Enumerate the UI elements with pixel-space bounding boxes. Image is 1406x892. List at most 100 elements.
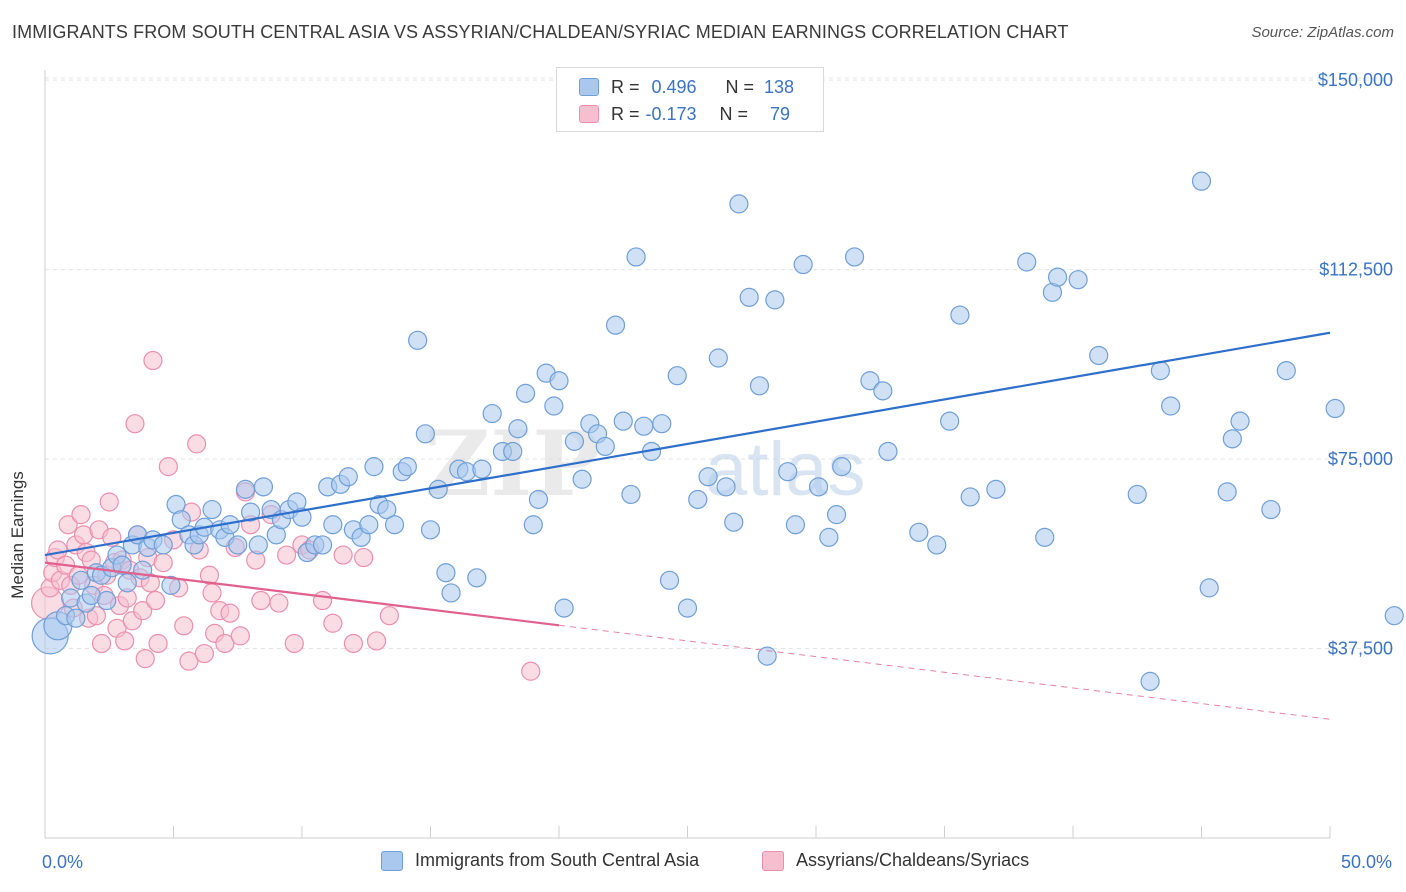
data-point-immigrants: [66, 608, 86, 628]
data-point-assyrians: [202, 583, 222, 603]
data-point-assyrians: [230, 626, 250, 646]
data-point-immigrants: [528, 489, 549, 510]
legend-n-value: 138: [764, 76, 795, 97]
data-point-immigrants: [482, 403, 502, 424]
data-point-immigrants: [698, 467, 718, 487]
legend-r-label: R =: [611, 103, 640, 124]
legend-r-value: -0.173: [645, 103, 697, 124]
data-point-immigrants: [420, 520, 441, 540]
data-point-assyrians: [145, 590, 166, 611]
data-point-immigrants: [878, 441, 898, 462]
data-point-immigrants: [241, 502, 261, 522]
legend-label-assyrians: Assyrians/Chaldeans/Syriacs: [796, 850, 1030, 870]
data-point-immigrants: [564, 431, 585, 451]
data-point-assyrians: [251, 590, 271, 611]
trend-lines: [44, 331, 1331, 720]
series-immigrants-points: [31, 171, 1404, 691]
data-point-immigrants: [97, 590, 117, 611]
data-point-immigrants: [202, 499, 222, 520]
y-tick-label: $75,000: [1328, 449, 1393, 469]
data-point-assyrians: [115, 631, 135, 651]
data-point-immigrants: [1222, 429, 1242, 449]
data-point-immigrants: [1035, 527, 1055, 547]
data-point-immigrants: [428, 479, 448, 499]
data-point-assyrians: [323, 613, 343, 633]
data-point-immigrants: [950, 305, 970, 325]
data-point-immigrants: [248, 535, 268, 555]
data-point-immigrants: [819, 527, 839, 547]
legend-n-label: N =: [719, 103, 749, 124]
data-point-immigrants: [171, 510, 191, 530]
data-point-immigrants: [960, 487, 980, 507]
data-point-immigrants: [860, 371, 880, 391]
data-point-assyrians: [143, 350, 163, 371]
data-point-immigrants: [323, 515, 343, 535]
data-point-immigrants: [940, 411, 960, 431]
data-point-immigrants: [1150, 361, 1170, 381]
data-point-immigrants: [749, 376, 770, 396]
data-point-immigrants: [112, 555, 132, 575]
data-point-immigrants: [338, 467, 358, 487]
data-point-immigrants: [909, 522, 929, 542]
data-point-immigrants: [793, 254, 813, 275]
data-point-assyrians: [366, 631, 387, 651]
data-point-immigrants: [71, 570, 91, 590]
stats-legend: R = 0.496 N = 138 R = -0.173 N = 79: [556, 67, 824, 132]
data-point-immigrants: [778, 462, 798, 482]
data-point-assyrians: [135, 649, 155, 669]
data-point-assyrians: [125, 414, 145, 434]
data-point-immigrants: [677, 598, 698, 618]
data-point-assyrians: [58, 515, 78, 535]
data-point-immigrants: [441, 583, 461, 603]
chart-title: IMMIGRANTS FROM SOUTH CENTRAL ASIA VS AS…: [12, 22, 1069, 42]
legend-swatch-pink: [762, 850, 784, 871]
data-point-assyrians: [194, 643, 214, 664]
data-point-immigrants: [235, 479, 256, 499]
data-point-assyrians: [269, 593, 289, 613]
data-point-immigrants: [1127, 484, 1147, 505]
data-point-immigrants: [1325, 398, 1345, 419]
data-point-assyrians: [284, 633, 304, 654]
data-point-immigrants: [986, 479, 1006, 499]
legend-item-assyrians: Assyrians/Chaldeans/Syriacs: [762, 850, 1029, 871]
data-point-assyrians: [91, 633, 112, 654]
data-point-assyrians: [343, 633, 363, 654]
data-point-immigrants: [253, 477, 274, 497]
data-point-immigrants: [312, 535, 333, 555]
legend-item-immigrants: Immigrants from South Central Asia: [381, 850, 699, 871]
data-point-immigrants: [1191, 171, 1212, 191]
data-point-immigrants: [523, 515, 543, 535]
data-point-immigrants: [544, 396, 564, 416]
legend-swatch-pink: [579, 105, 599, 123]
data-point-immigrants: [739, 287, 759, 307]
data-point-immigrants: [503, 441, 523, 462]
data-point-assyrians: [158, 457, 178, 477]
data-point-immigrants: [595, 436, 615, 457]
data-point-immigrants: [1017, 252, 1037, 272]
data-point-assyrians: [133, 601, 153, 621]
data-point-assyrians: [521, 661, 541, 681]
data-point-immigrants: [873, 381, 893, 401]
data-point-immigrants: [659, 570, 680, 590]
data-point-immigrants: [1140, 671, 1160, 691]
y-tick-label: $112,500: [1319, 260, 1393, 280]
data-point-immigrants: [364, 457, 384, 477]
data-point-immigrants: [808, 477, 829, 497]
data-point-immigrants: [292, 507, 312, 527]
data-point-immigrants: [832, 457, 852, 477]
data-point-immigrants: [1199, 578, 1219, 598]
data-point-assyrians: [179, 651, 199, 671]
data-point-immigrants: [508, 419, 528, 439]
data-point-immigrants: [515, 383, 536, 403]
data-point-assyrians: [379, 606, 399, 626]
legend-n-label: N =: [725, 76, 755, 97]
data-point-immigrants: [397, 457, 417, 477]
y-tick-label: $37,500: [1328, 639, 1393, 659]
data-point-immigrants: [1217, 482, 1237, 502]
legend-swatch-blue: [381, 850, 403, 871]
data-point-assyrians: [174, 616, 194, 636]
data-point-immigrants: [613, 411, 633, 431]
data-point-immigrants: [729, 194, 749, 214]
data-point-assyrians: [276, 545, 297, 565]
